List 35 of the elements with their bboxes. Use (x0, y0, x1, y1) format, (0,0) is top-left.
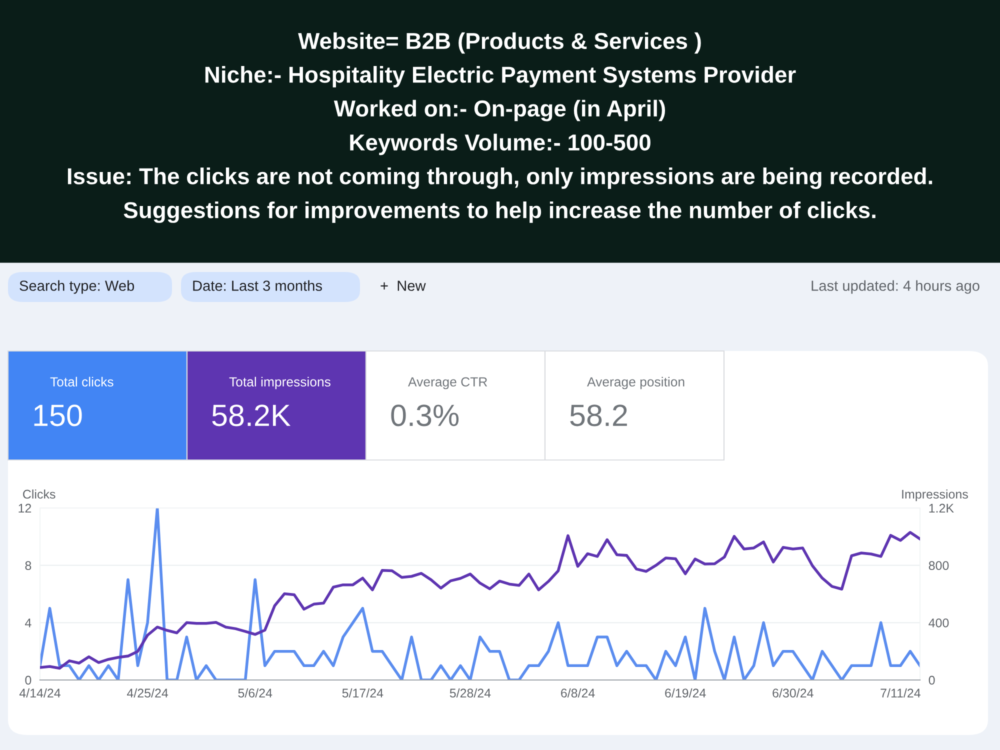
text: 58.2 (570, 404, 627, 426)
text: Total clicks (50, 376, 114, 387)
text: Search type: Web (20, 280, 134, 294)
x-tick-label: 6/19/24 (665, 688, 706, 698)
chart-title: Website= B2B (Products & Services ) (298, 32, 701, 54)
x-tick-label: 4/14/24 (19, 688, 60, 698)
y-tick-label: 4 (25, 618, 32, 628)
text: Last updated: 4 hours ago (812, 280, 980, 294)
x-tick-label: 5/6/24 (238, 688, 272, 698)
text: + New (380, 280, 426, 291)
y2-axis-title: Impressions (902, 489, 968, 502)
x-tick-label: 5/28/24 (450, 688, 491, 698)
x-tick-label: 6/30/24 (772, 688, 814, 698)
text: Average CTR (408, 377, 488, 390)
y2-tick-label: 0 (928, 676, 935, 685)
chart-subtitle: Niche:- Hospitality Electric Payment Systems Provider Worked on:- On-page (in April) Keywords Volume:- 100-500 Issue: The clicks are not coming through, only impressions are being recorded. Suggestions for improvements to help increase the number of clicks. (68, 66, 932, 223)
text: Total impressions (229, 376, 330, 390)
line-series (40, 530, 920, 670)
text: 0.3% (391, 404, 459, 426)
text: 150 (34, 404, 82, 426)
text: Date: Last 3 months (193, 280, 322, 291)
x-tick-label: 6/8/24 (561, 688, 595, 698)
y-axis-title: Clicks (23, 489, 56, 499)
y2-tick-label: 400 (928, 618, 949, 628)
y-tick-label: 12 (18, 504, 32, 513)
x-tick-label: 5/17/24 (342, 688, 384, 698)
y2-tick-label: 1.2K (929, 504, 954, 513)
x-tick-label: 4/25/24 (126, 688, 168, 698)
y-tick-label: 0 (25, 676, 32, 685)
text: Average position (587, 376, 684, 390)
x-tick-label: 7/11/24 (880, 688, 920, 698)
line-series (40, 508, 920, 680)
y2-tick-label: 800 (928, 561, 949, 570)
y-tick-label: 8 (25, 561, 32, 570)
text: 58.2K (212, 404, 291, 426)
